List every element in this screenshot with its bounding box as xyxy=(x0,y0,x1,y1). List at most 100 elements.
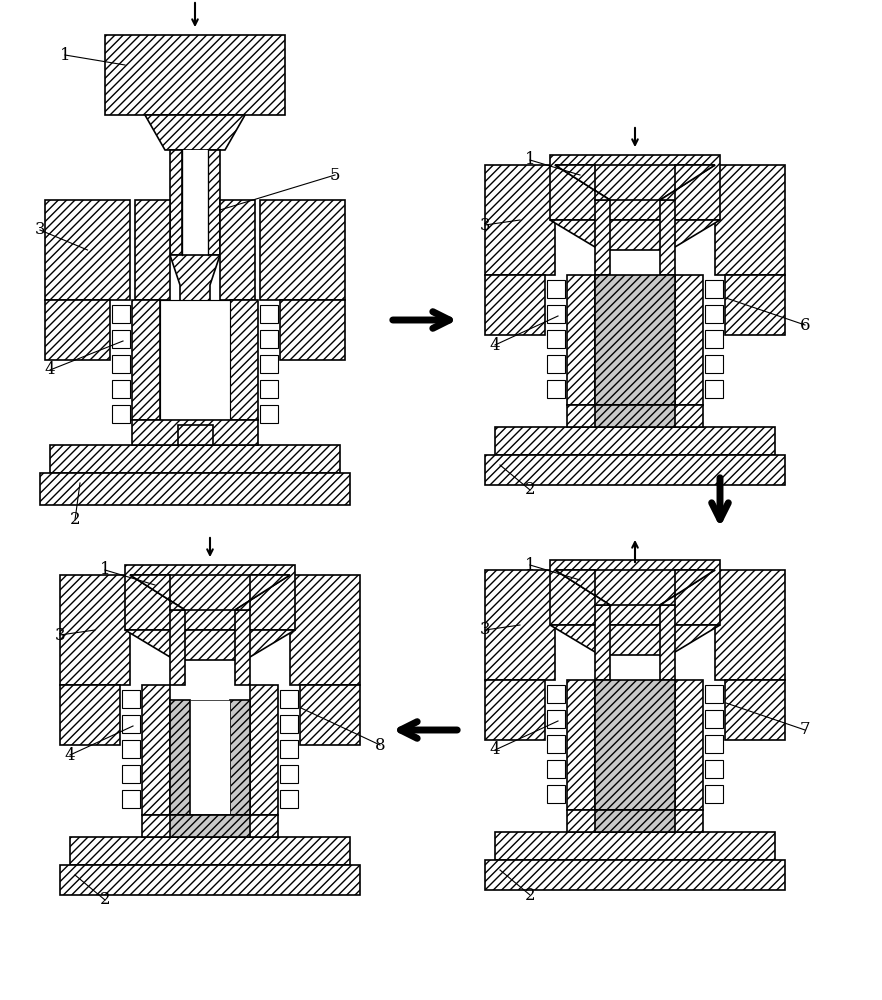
Text: 3: 3 xyxy=(480,217,490,233)
Bar xyxy=(280,765,298,783)
Bar xyxy=(60,865,360,895)
Bar xyxy=(60,575,130,685)
Bar xyxy=(675,680,703,810)
Text: 5: 5 xyxy=(330,166,340,184)
Bar xyxy=(547,685,565,703)
Bar xyxy=(208,150,220,255)
Bar xyxy=(595,680,675,810)
Bar xyxy=(112,330,130,348)
Bar xyxy=(112,380,130,398)
Bar xyxy=(550,155,720,220)
Bar xyxy=(280,715,298,733)
Polygon shape xyxy=(170,255,220,315)
Bar xyxy=(230,700,250,815)
Bar xyxy=(595,405,675,427)
Bar xyxy=(547,330,565,348)
Bar xyxy=(547,355,565,373)
Bar xyxy=(567,405,703,427)
Bar xyxy=(112,355,130,373)
Bar xyxy=(675,275,703,405)
Bar xyxy=(715,570,785,680)
Bar xyxy=(182,150,208,255)
Bar xyxy=(485,680,545,740)
Bar xyxy=(260,355,278,373)
Polygon shape xyxy=(550,625,720,655)
Bar xyxy=(235,610,250,685)
Polygon shape xyxy=(660,570,715,605)
Bar xyxy=(170,815,250,837)
Bar xyxy=(595,605,610,680)
Polygon shape xyxy=(550,220,720,250)
Bar xyxy=(50,445,340,473)
Bar xyxy=(567,810,703,832)
Bar xyxy=(300,685,360,745)
Bar xyxy=(122,740,140,758)
Bar xyxy=(705,380,723,398)
Bar xyxy=(112,405,130,423)
Bar xyxy=(485,570,555,680)
Bar xyxy=(485,455,785,485)
Text: 2: 2 xyxy=(70,512,80,528)
Bar xyxy=(660,200,675,275)
Bar xyxy=(290,575,360,685)
Bar xyxy=(170,700,190,815)
Bar xyxy=(550,560,720,625)
Bar xyxy=(112,305,130,323)
Bar xyxy=(705,685,723,703)
Bar xyxy=(45,200,130,300)
Polygon shape xyxy=(555,570,715,605)
Bar xyxy=(705,330,723,348)
Text: 1: 1 xyxy=(100,562,110,578)
Bar xyxy=(280,790,298,808)
Polygon shape xyxy=(555,165,715,200)
Text: 1: 1 xyxy=(525,556,535,574)
Bar xyxy=(40,473,350,505)
Bar xyxy=(485,165,555,275)
Bar xyxy=(705,710,723,728)
Text: 2: 2 xyxy=(525,886,535,904)
Bar xyxy=(230,300,258,420)
Bar xyxy=(260,200,345,300)
Bar xyxy=(260,405,278,423)
Bar xyxy=(125,565,295,630)
Bar xyxy=(122,765,140,783)
Bar xyxy=(705,735,723,753)
Bar xyxy=(142,685,170,815)
Bar xyxy=(132,420,258,445)
Bar xyxy=(260,305,278,323)
Polygon shape xyxy=(125,630,295,660)
Text: 4: 4 xyxy=(64,746,75,764)
Polygon shape xyxy=(235,575,290,610)
Bar xyxy=(595,810,675,832)
Bar xyxy=(705,785,723,803)
Text: 3: 3 xyxy=(55,626,65,644)
Text: 1: 1 xyxy=(525,151,535,168)
Bar xyxy=(705,355,723,373)
Bar xyxy=(660,605,675,680)
Polygon shape xyxy=(555,570,610,605)
Text: 4: 4 xyxy=(490,336,500,354)
Bar xyxy=(122,790,140,808)
Bar xyxy=(547,280,565,298)
Text: 2: 2 xyxy=(525,482,535,498)
Bar xyxy=(280,300,345,360)
Bar xyxy=(485,275,545,335)
Bar xyxy=(705,280,723,298)
Text: 3: 3 xyxy=(480,621,490,639)
Polygon shape xyxy=(130,575,185,610)
Bar xyxy=(177,425,213,445)
Text: 7: 7 xyxy=(800,722,811,738)
Bar xyxy=(547,785,565,803)
Bar xyxy=(547,380,565,398)
Bar xyxy=(715,165,785,275)
Bar xyxy=(280,740,298,758)
Bar xyxy=(725,275,785,335)
Bar xyxy=(122,715,140,733)
Bar xyxy=(485,860,785,890)
Polygon shape xyxy=(130,575,290,610)
Bar xyxy=(170,610,185,685)
Text: 4: 4 xyxy=(490,742,500,758)
Bar xyxy=(547,305,565,323)
Bar xyxy=(135,200,170,300)
Bar xyxy=(260,330,278,348)
